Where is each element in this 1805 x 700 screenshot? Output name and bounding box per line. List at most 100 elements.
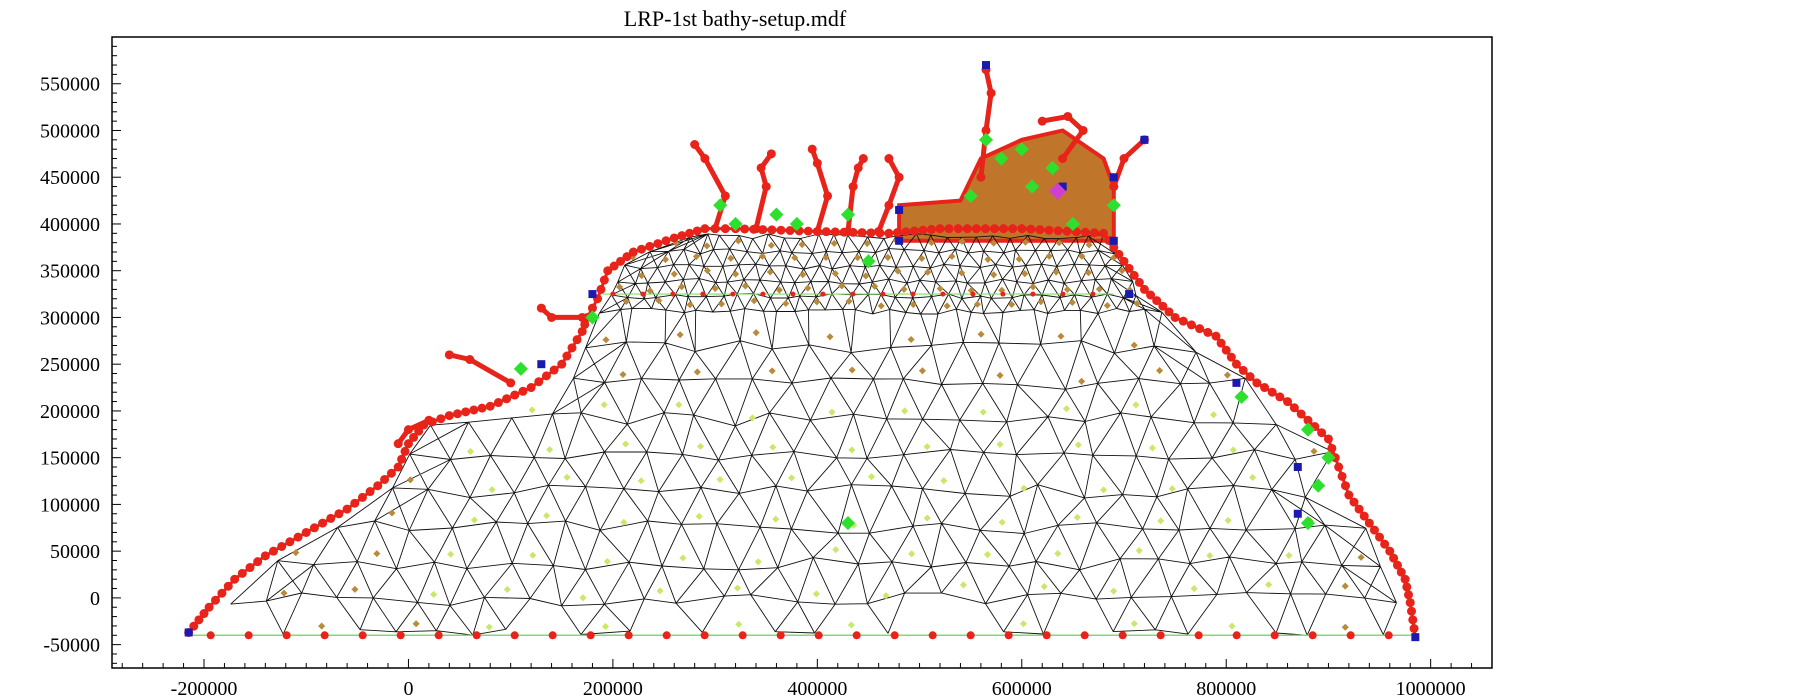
open-boundary-node	[890, 631, 899, 640]
x-tick-label: 200000	[583, 678, 643, 700]
bathymetry-point	[973, 300, 981, 308]
bathymetry-point	[703, 242, 711, 250]
bathymetry-point	[766, 268, 774, 276]
source-point	[1109, 236, 1118, 245]
boundary-node	[823, 191, 833, 201]
boundary-node	[334, 509, 344, 519]
source-point	[184, 628, 193, 637]
boundary-node	[884, 200, 894, 210]
y-tick-label: 200000	[40, 401, 100, 423]
bathymetry-point	[754, 558, 762, 566]
bathymetry-point	[318, 622, 326, 630]
chart-title: LRP-1st bathy-setup.mdf	[623, 6, 847, 31]
inlet-boundary	[809, 146, 831, 234]
bathymetry-point	[798, 241, 806, 249]
bathymetry-point	[718, 300, 726, 308]
inner-boundary-node	[730, 291, 736, 297]
boundary-node	[230, 574, 240, 584]
boundary-node	[962, 224, 972, 234]
open-boundary-node	[1118, 631, 1127, 640]
boundary-node	[1203, 327, 1213, 337]
bathymetry-point	[943, 302, 951, 310]
boundary-node	[944, 224, 954, 234]
source-point	[537, 360, 546, 369]
bathymetry-point	[907, 335, 915, 344]
bathymetry-point	[703, 267, 711, 275]
bathymetry-point	[848, 446, 856, 454]
bathymetry-point	[661, 256, 670, 264]
river-source-point	[789, 216, 804, 232]
boundary-node	[397, 454, 407, 464]
boundary-node	[414, 426, 424, 436]
boundary-node	[892, 228, 902, 238]
boundary-node	[1327, 443, 1337, 453]
bathymetry-point	[788, 474, 796, 482]
boundary-node	[506, 378, 516, 388]
river-source-point	[1321, 450, 1336, 465]
boundary-node	[572, 335, 582, 345]
boundary-node	[1063, 111, 1073, 121]
boundary-node	[637, 244, 647, 254]
river-source-point	[840, 207, 856, 222]
boundary-node	[1226, 352, 1236, 362]
bathymetry-point	[693, 368, 701, 376]
x-tick-label: 0	[403, 678, 413, 700]
x-tick-label: 600000	[992, 678, 1052, 700]
boundary-node	[269, 546, 279, 556]
boundary-node	[807, 144, 817, 154]
x-tick-label: 1000000	[1396, 678, 1466, 700]
bathymetry-point	[845, 297, 853, 305]
inner-boundary-node	[1060, 291, 1066, 297]
open-boundary-node	[358, 631, 367, 640]
river-source-point	[1045, 160, 1060, 175]
bathymetry-point	[918, 254, 926, 262]
bathymetry-point	[948, 252, 956, 260]
boundary-node	[380, 474, 390, 484]
boundary-node	[976, 172, 986, 182]
bathymetry-point	[828, 408, 836, 416]
open-boundary-node	[472, 631, 481, 640]
boundary-node	[1289, 403, 1299, 413]
boundary-node	[1109, 182, 1119, 192]
boundary-node	[1058, 154, 1068, 164]
inner-boundary-node	[970, 291, 976, 297]
bathymetry-point	[958, 269, 966, 277]
bathymetry-point	[602, 336, 610, 344]
boundary-node	[1017, 224, 1027, 234]
boundary-node	[293, 532, 303, 542]
boundary-node	[1396, 567, 1406, 577]
bathymetry-point	[603, 557, 611, 566]
open-boundary-node	[548, 631, 557, 640]
boundary-node	[189, 621, 199, 631]
inlet-boundary	[1039, 113, 1087, 161]
y-tick-label: 400000	[40, 214, 100, 236]
river-source-point	[963, 188, 978, 203]
boundary-node	[1158, 301, 1168, 311]
open-boundary-node	[662, 631, 671, 640]
boundary-node	[1109, 242, 1119, 252]
y-tick-label: 450000	[40, 167, 100, 189]
bathymetry-point	[733, 584, 742, 592]
boundary-node	[1375, 532, 1385, 542]
boundary-node	[301, 527, 311, 537]
bathymetry-point	[894, 267, 902, 275]
boundary-node	[199, 609, 209, 619]
bathymetry-point	[977, 330, 985, 338]
boundary-node	[502, 394, 512, 404]
open-boundary-node	[244, 631, 253, 640]
x-tick-label: 400000	[787, 678, 847, 700]
bathymetry-point	[678, 283, 686, 291]
boundary-node	[409, 432, 419, 442]
river-source-point	[1234, 389, 1249, 404]
open-boundary-node	[928, 631, 937, 640]
open-boundary-node	[1232, 631, 1241, 640]
boundary-node	[393, 439, 403, 449]
bathymetry-point	[292, 549, 300, 557]
y-tick-label: 250000	[40, 354, 100, 376]
bathymetry-point	[1019, 620, 1028, 628]
bathymetry-point	[727, 254, 735, 262]
boundary-node	[386, 468, 396, 478]
boundary-node	[1364, 518, 1374, 528]
boundary-node	[400, 446, 410, 456]
boundary-node	[1124, 263, 1134, 273]
